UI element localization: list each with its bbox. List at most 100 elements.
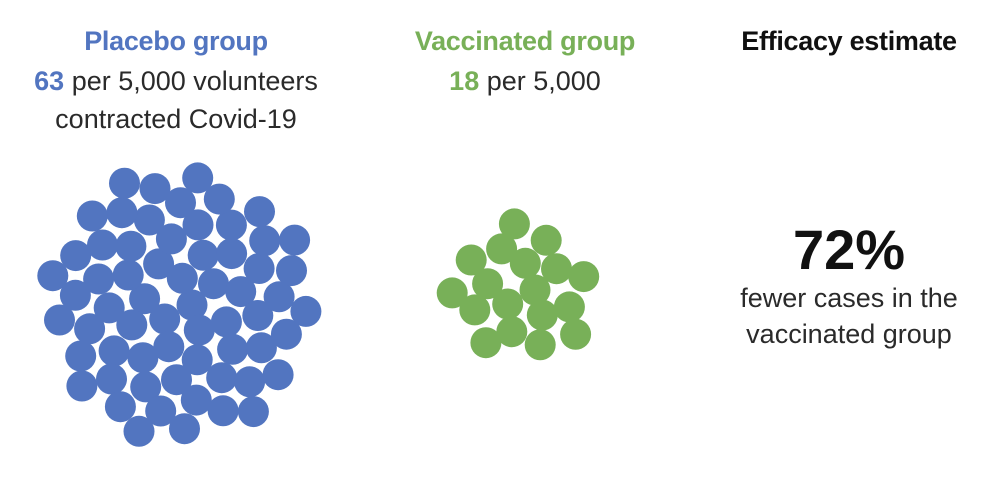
placebo-case-dot <box>206 362 238 394</box>
placebo-case-dot <box>165 187 196 219</box>
placebo-count: 63 <box>34 66 65 96</box>
placebo-case-dot <box>112 259 144 291</box>
placebo-case-dot <box>129 283 161 315</box>
placebo-case-dot <box>263 281 295 313</box>
efficacy-caption-line2: vaccinated group <box>746 319 952 349</box>
vaccinated-case-dot <box>519 274 551 306</box>
placebo-case-dot <box>155 223 187 255</box>
placebo-case-dot <box>198 268 229 300</box>
placebo-case-dot <box>180 384 212 416</box>
placebo-case-dot <box>83 263 115 295</box>
placebo-case-dot <box>225 276 257 308</box>
placebo-case-dot <box>145 395 177 427</box>
placebo-case-dot <box>98 335 130 367</box>
placebo-case-dot <box>181 344 213 376</box>
placebo-column: Placebo group 63 per 5,000 volunteers co… <box>0 20 352 138</box>
placebo-case-dot <box>37 260 69 292</box>
placebo-case-dot <box>127 342 159 374</box>
placebo-case-dot <box>166 262 198 294</box>
placebo-case-dot <box>176 289 208 321</box>
placebo-case-dot <box>187 239 219 271</box>
placebo-case-dot <box>215 209 247 241</box>
placebo-case-dot <box>161 364 192 396</box>
vaccinated-case-dot <box>436 277 468 309</box>
placebo-case-dot <box>115 230 147 262</box>
placebo-case-dot <box>216 238 248 270</box>
placebo-case-dot <box>60 240 92 272</box>
vaccinated-case-dot <box>492 288 524 320</box>
placebo-case-dot <box>243 253 275 284</box>
placebo-case-dot <box>74 313 106 345</box>
vaccinated-case-dot <box>530 224 562 256</box>
placebo-case-dot <box>153 331 185 363</box>
vaccinated-case-dot <box>553 291 585 323</box>
placebo-case-dot <box>139 173 171 205</box>
placebo-case-dot <box>244 196 275 228</box>
placebo-case-dot <box>133 204 165 236</box>
vaccinated-case-dot <box>509 247 541 279</box>
placebo-case-dot <box>106 197 138 229</box>
placebo-case-dot <box>104 391 136 423</box>
efficacy-column: Efficacy estimate <box>698 20 1000 62</box>
placebo-case-dot <box>93 292 125 324</box>
vaccinated-case-dot <box>455 244 487 276</box>
placebo-case-dot <box>262 359 294 391</box>
placebo-case-dot <box>182 209 214 241</box>
vaccinated-case-dot <box>472 268 504 300</box>
placebo-case-dot <box>66 370 98 402</box>
vaccinated-case-dot <box>524 329 556 361</box>
vaccinated-dot-cluster <box>436 208 600 361</box>
placebo-case-dot <box>183 314 215 346</box>
placebo-case-dot <box>217 333 249 365</box>
placebo-case-dot <box>76 200 108 232</box>
placebo-case-dot <box>65 340 97 372</box>
vaccinated-case-dot <box>498 208 530 240</box>
placebo-case-dot <box>276 255 307 287</box>
vaccinated-case-dot <box>541 253 572 285</box>
vaccinated-case-dot <box>568 261 600 293</box>
vaccinated-title: Vaccinated group <box>414 26 636 56</box>
vaccinated-case-dot <box>496 316 528 348</box>
placebo-case-dot <box>207 395 239 427</box>
placebo-case-dot <box>203 183 235 215</box>
placebo-case-dot <box>116 309 148 341</box>
placebo-case-dot <box>169 413 200 445</box>
placebo-subtitle-rest: per 5,000 volunteers <box>64 66 318 96</box>
placebo-case-dot <box>96 363 127 395</box>
placebo-case-dot <box>237 396 269 428</box>
placebo-case-dot <box>87 229 118 261</box>
placebo-case-dot <box>109 167 140 199</box>
vaccinated-case-dot <box>470 327 502 359</box>
placebo-case-dot <box>249 225 281 257</box>
placebo-case-dot <box>143 248 175 280</box>
efficacy-caption: fewer cases in the vaccinated group <box>698 280 1000 352</box>
placebo-case-dot <box>123 415 155 447</box>
placebo-case-dot <box>270 318 302 350</box>
vaccinated-case-dot <box>459 294 491 326</box>
placebo-case-dot <box>245 332 277 364</box>
vaccinated-case-dot <box>526 299 558 331</box>
placebo-subtitle-line1: 63 per 5,000 volunteers <box>0 62 352 100</box>
efficacy-title: Efficacy estimate <box>741 26 957 56</box>
vaccinated-case-dot <box>486 233 518 265</box>
placebo-case-dot <box>234 366 266 398</box>
placebo-case-dot <box>130 371 162 403</box>
vaccinated-subtitle-rest: per 5,000 <box>479 66 601 96</box>
efficacy-value: 72% <box>792 218 906 281</box>
placebo-case-dot <box>59 279 91 311</box>
placebo-case-dot <box>242 300 274 331</box>
placebo-case-dot <box>182 162 214 194</box>
placebo-case-dot <box>290 295 322 327</box>
placebo-case-dot <box>210 306 242 338</box>
vaccinated-count: 18 <box>449 66 480 96</box>
placebo-case-dot <box>44 304 75 336</box>
placebo-subtitle-line2: contracted Covid-19 <box>55 104 297 134</box>
placebo-case-dot <box>279 224 311 256</box>
placebo-dot-cluster <box>37 162 322 447</box>
placebo-title: Placebo group <box>84 26 268 56</box>
vaccinated-case-dot <box>560 318 592 350</box>
vaccinated-column: Vaccinated group 18 per 5,000 <box>352 20 698 100</box>
efficacy-caption-line1: fewer cases in the <box>740 283 958 313</box>
placebo-case-dot <box>149 303 181 335</box>
vaccinated-subtitle-line1: 18 per 5,000 <box>352 62 698 100</box>
